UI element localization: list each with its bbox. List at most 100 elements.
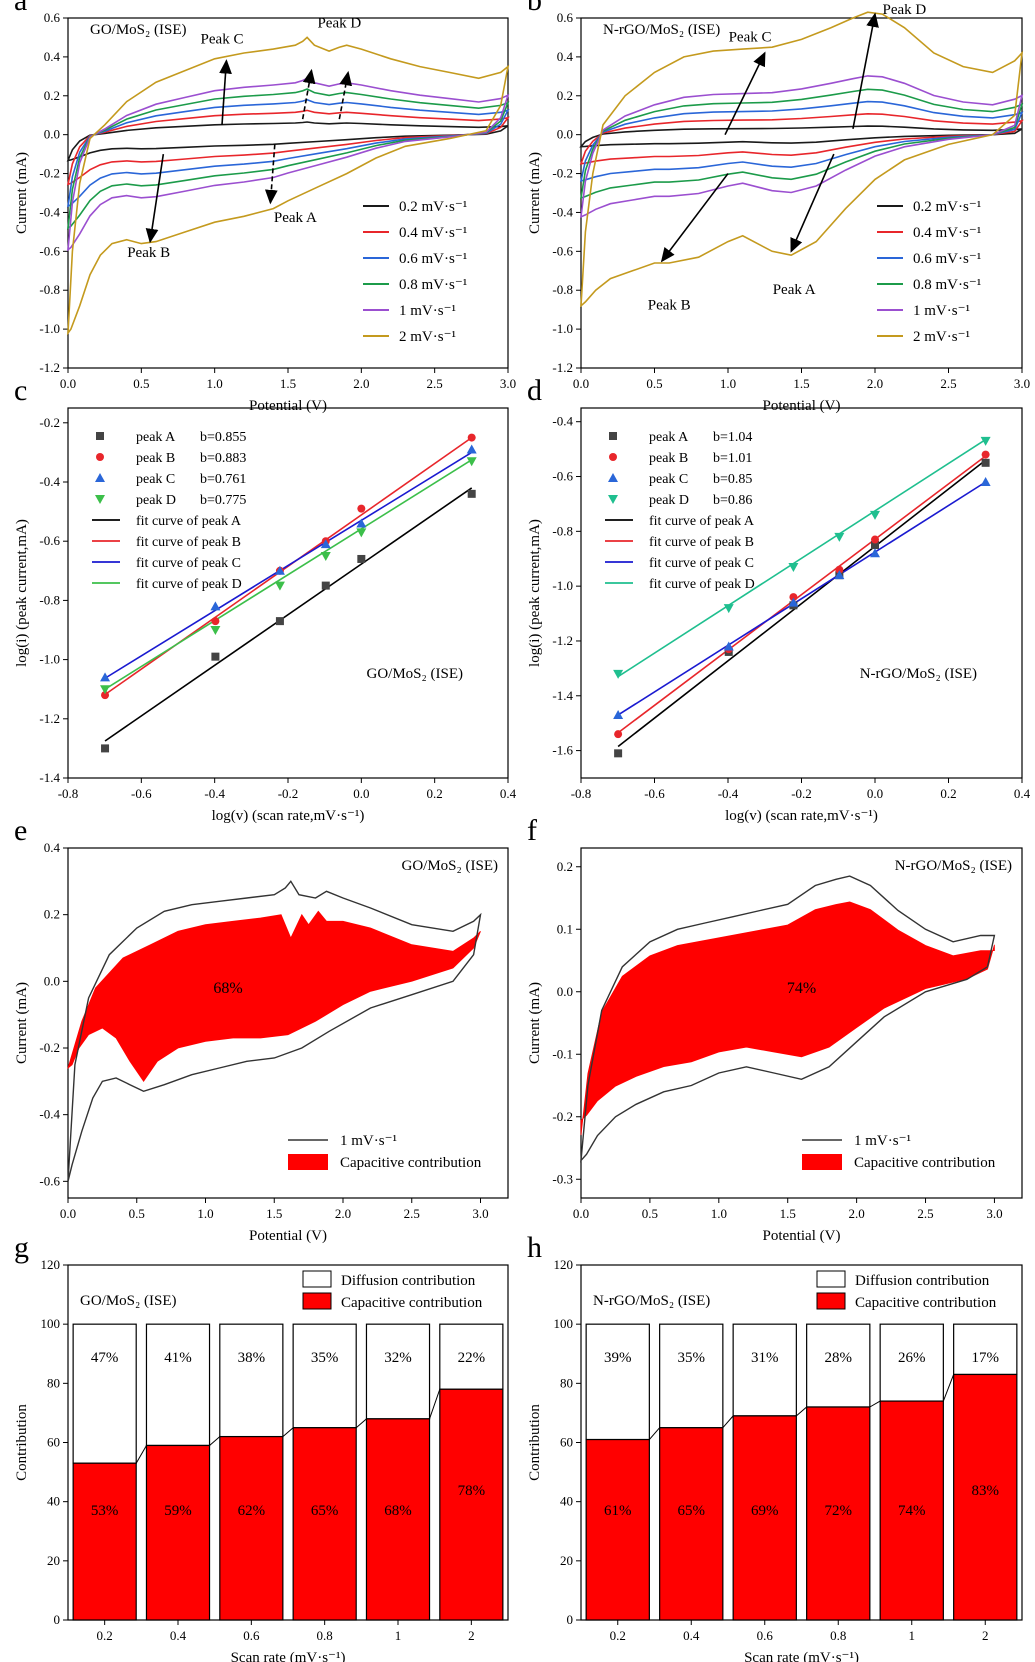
peak-arrow — [219, 59, 232, 125]
legend-fit-label: fit curve of peak B — [136, 535, 241, 550]
data-point — [723, 641, 734, 651]
peak-annotation: Peak C — [201, 31, 244, 47]
data-point — [871, 541, 879, 550]
legend-fit-label: fit curve of peak A — [136, 514, 242, 529]
data-point — [788, 562, 799, 572]
legend-label: Capacitive contribution — [341, 1295, 483, 1311]
bar-connector — [796, 1406, 807, 1417]
y-tick-label: 120 — [554, 1257, 574, 1272]
x-tick-label: 0.8 — [317, 1628, 333, 1643]
y-tick-label: 20 — [560, 1553, 573, 1568]
x-tick-label: 2.5 — [404, 1206, 420, 1221]
y-axis-label: Contribution — [14, 1404, 30, 1481]
y-tick-label: 20 — [47, 1553, 60, 1568]
x-tick-label: 0.6 — [243, 1628, 260, 1643]
x-tick-label: 1 — [395, 1628, 402, 1643]
legend-marker — [96, 453, 104, 461]
y-tick-label: -1.0 — [39, 652, 60, 667]
legend-b-value: b=0.86 — [713, 493, 752, 508]
legend-swatch — [816, 1270, 846, 1288]
legend-series-name: peak A — [649, 430, 689, 445]
y-tick-label: 0.6 — [557, 10, 574, 25]
legend-b-value: b=0.775 — [200, 493, 246, 508]
cv-curve-3 — [579, 88, 1024, 200]
y-axis-label: Contribution — [527, 1404, 543, 1481]
legend-series-name: peak B — [136, 451, 175, 466]
panel-c: c -0.8 -0.6 -0.4 -0.2 0.0 0.2 0.4 -1.4 -1.2 -1.0 -0… — [14, 374, 517, 824]
x-tick-label: 1 — [909, 1628, 916, 1643]
capacitive-label: 65% — [678, 1503, 706, 1519]
y-tick-label: -0.3 — [552, 1171, 573, 1186]
peak-arrow — [145, 153, 165, 244]
panel-letter: d — [527, 374, 542, 407]
x-tick-label: 0.4 — [500, 786, 517, 801]
x-axis-label: log(v) (scan rate,mV·s⁻¹) — [725, 808, 878, 824]
x-tick-label: 0.5 — [642, 1206, 658, 1221]
legend-b-value: b=0.883 — [200, 451, 246, 466]
y-tick-label: -1.2 — [39, 360, 60, 375]
x-tick-label: 1.5 — [780, 1206, 796, 1221]
x-tick-label: -0.8 — [571, 786, 592, 801]
legend-fit-label: fit curve of peak A — [649, 514, 755, 529]
legend-fit-label: fit curve of peak D — [136, 577, 242, 592]
peak-annotation: Peak B — [648, 298, 691, 314]
x-tick-label: 3.0 — [472, 1206, 488, 1221]
data-point — [467, 433, 476, 442]
y-axis-label: log(i) (peak current,mA) — [527, 519, 543, 667]
diffusion-label: 31% — [751, 1350, 779, 1366]
y-tick-label: 100 — [41, 1316, 61, 1331]
data-point — [210, 601, 221, 611]
plot-frame — [67, 407, 509, 779]
y-tick-label: -1.4 — [552, 688, 573, 703]
fit-line-3 — [104, 459, 473, 690]
y-tick-label: -0.6 — [552, 469, 573, 484]
y-tick-label: -0.2 — [39, 415, 60, 430]
x-tick-label: 0.2 — [97, 1628, 113, 1643]
legend-label: 1 mV·s⁻¹ — [913, 303, 970, 319]
diffusion-label: 38% — [238, 1350, 266, 1366]
legend-label: 0.6 mV·s⁻¹ — [399, 251, 467, 267]
capacitive-percent: 74% — [787, 980, 816, 997]
panel-title: N-rGO/MoS₂ (ISE) — [593, 1293, 710, 1309]
panel-letter: f — [527, 814, 537, 847]
capacitive-label: 59% — [164, 1503, 192, 1519]
legend-label: 0.6 mV·s⁻¹ — [913, 251, 981, 267]
y-tick-label: 0 — [54, 1612, 61, 1627]
x-tick-label: -0.4 — [718, 786, 739, 801]
legend-b-value: b=1.04 — [713, 430, 752, 445]
peak-annotation: Peak A — [773, 282, 816, 298]
x-tick-label: 1.0 — [197, 1206, 213, 1221]
data-point — [870, 510, 880, 520]
capacitive-bar — [659, 1427, 724, 1621]
data-point — [835, 565, 844, 574]
x-tick-label: -0.6 — [644, 786, 665, 801]
x-tick-label: 0.0 — [60, 376, 76, 391]
data-point — [320, 552, 331, 561]
x-tick-label: -0.8 — [58, 786, 79, 801]
data-point — [871, 535, 879, 544]
x-tick-label: 0.2 — [427, 786, 443, 801]
legend-label: 1 mV·s⁻¹ — [399, 303, 456, 319]
cv-curve-0 — [66, 121, 509, 162]
y-tick-label: -0.6 — [552, 243, 573, 258]
panel-title: GO/MoS₂ (ISE) — [80, 1293, 176, 1309]
diffusion-bar — [806, 1323, 871, 1408]
bar-connector — [722, 1415, 734, 1429]
legend-label: Capacitive contribution — [340, 1155, 482, 1171]
y-tick-label: -0.2 — [552, 1109, 573, 1124]
fit-line-0 — [104, 487, 473, 742]
data-point — [981, 458, 990, 467]
x-tick-label: 3.0 — [1014, 376, 1030, 391]
cv-curve-1 — [66, 109, 510, 186]
x-tick-label: 0.0 — [60, 1206, 76, 1221]
x-tick-label: 1.5 — [280, 376, 296, 391]
data-point — [356, 528, 367, 538]
y-tick-label: -0.2 — [552, 166, 573, 181]
legend-swatch — [802, 1154, 842, 1170]
fit-line-2 — [104, 451, 473, 679]
bar-connector — [648, 1427, 661, 1440]
fit-line-2 — [617, 481, 987, 716]
